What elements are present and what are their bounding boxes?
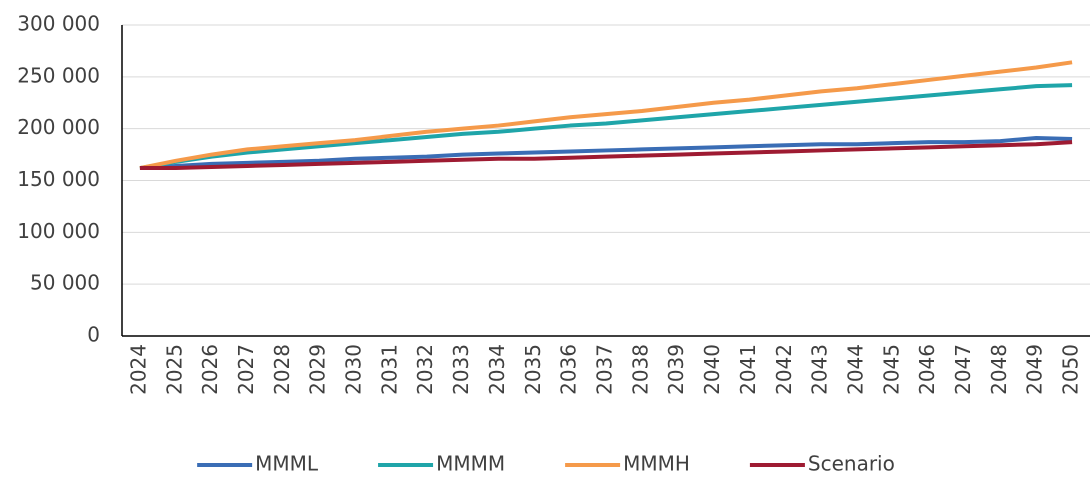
y-tick-label: 0 <box>87 323 100 347</box>
x-tick-label: 2025 <box>162 344 186 395</box>
x-tick-label: 2040 <box>700 344 724 395</box>
x-tick-label: 2030 <box>342 344 366 395</box>
x-tick-label: 2033 <box>449 344 473 395</box>
x-tick-label: 2041 <box>736 344 760 395</box>
x-tick-label: 2024 <box>126 344 150 395</box>
x-tick-label: 2034 <box>485 344 509 395</box>
legend-label: MMMH <box>623 452 690 476</box>
legend-label: MMMM <box>436 452 505 476</box>
x-tick-label: 2049 <box>1023 344 1047 395</box>
x-tick-label: 2028 <box>270 344 294 395</box>
y-tick-label: 100 000 <box>17 219 100 243</box>
x-tick-label: 2029 <box>306 344 330 395</box>
x-tick-label: 2048 <box>987 344 1011 395</box>
x-tick-label: 2037 <box>593 344 617 395</box>
x-tick-label: 2045 <box>879 344 903 395</box>
legend-label: Scenario <box>808 452 895 476</box>
y-tick-label: 50 000 <box>30 271 100 295</box>
x-tick-label: 2032 <box>413 344 437 395</box>
y-tick-label: 250 000 <box>17 63 100 87</box>
x-tick-label: 2039 <box>664 344 688 395</box>
y-tick-label: 300 000 <box>17 12 100 36</box>
series-line <box>139 60 1073 171</box>
x-tick-label: 2044 <box>843 344 867 395</box>
series-line <box>139 140 1073 171</box>
x-tick-label: 2036 <box>557 344 581 395</box>
x-tick-label: 2043 <box>808 344 832 395</box>
y-tick-label: 200 000 <box>17 115 100 139</box>
x-tick-label: 2035 <box>521 344 545 395</box>
x-tick-label: 2027 <box>234 344 258 395</box>
y-tick-label: 150 000 <box>17 167 100 191</box>
series-line <box>139 83 1073 171</box>
legend-label: MMML <box>255 452 319 476</box>
x-tick-label: 2047 <box>951 344 975 395</box>
x-tick-label: 2026 <box>198 344 222 395</box>
x-tick-label: 2046 <box>915 344 939 395</box>
series-line <box>139 135 1073 171</box>
x-tick-label: 2050 <box>1059 344 1083 395</box>
x-tick-label: 2042 <box>772 344 796 395</box>
x-tick-label: 2038 <box>628 344 652 395</box>
x-tick-label: 2031 <box>377 344 401 395</box>
